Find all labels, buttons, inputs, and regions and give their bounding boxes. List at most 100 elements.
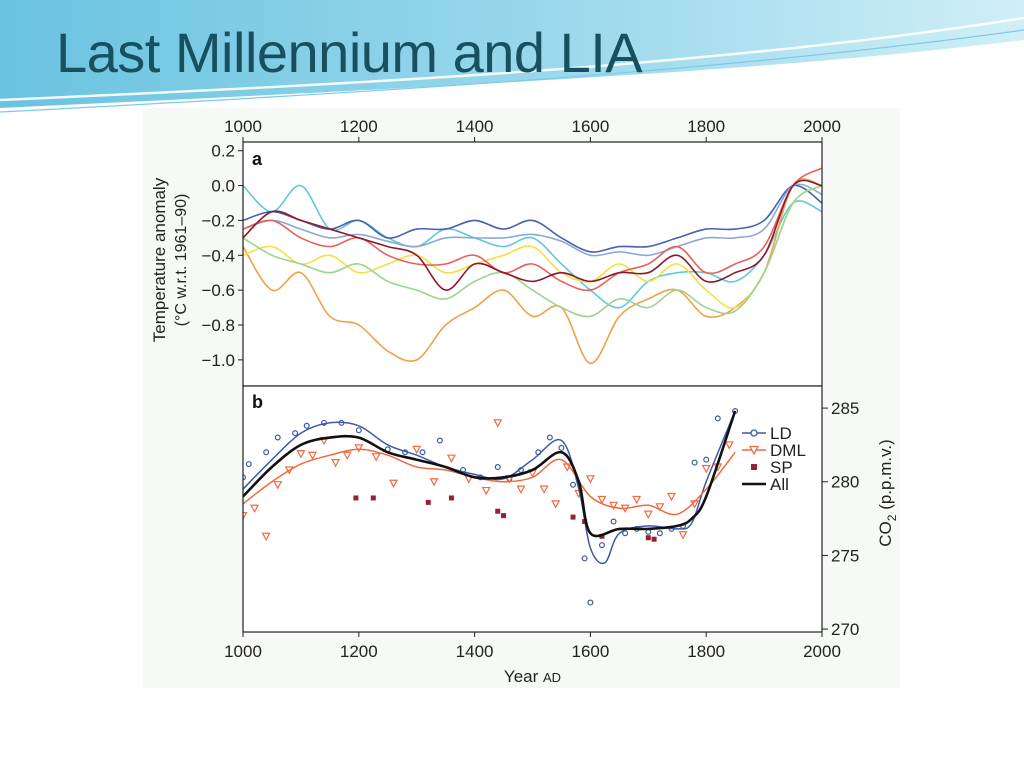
ld-data-point <box>656 530 663 537</box>
ld-data-point <box>292 430 299 437</box>
sp-data-point <box>651 536 657 542</box>
legend-sp-swatch <box>751 464 757 470</box>
panel-b-plot-area <box>243 386 822 632</box>
ld-data-point <box>581 555 588 562</box>
dml-data-point <box>597 495 607 505</box>
panel-a: 1000 1200 1400 1600 1800 2000 0.2 0.0 −0.2 −0.4 −0… <box>150 117 841 387</box>
panel-a-x-tick-label: 1400 <box>456 117 494 136</box>
panel-b-y-axis-title: CO2 (p.p.m.v.) <box>876 439 899 546</box>
panel-a-y-tick-label: −0.6 <box>201 281 235 300</box>
sp-data-point <box>448 495 454 501</box>
ld-data-point <box>355 427 362 434</box>
dml-data-point <box>655 503 665 512</box>
legend-ld-swatch <box>750 429 758 437</box>
dml-data-point <box>701 464 711 474</box>
temperature-series-2-line <box>243 184 822 253</box>
panel-b-x-tick-label: 1200 <box>340 642 378 661</box>
panel-a-y-tick-label: −0.8 <box>201 316 235 335</box>
ld-data-point <box>570 481 577 488</box>
panel-b-label: b <box>252 392 263 412</box>
dml-data-point <box>273 481 283 490</box>
dml-data-point <box>609 501 619 511</box>
ld-data-point <box>494 464 501 471</box>
panel-b-y-tick-label: 275 <box>831 546 859 565</box>
dml-data-point <box>678 531 688 540</box>
panel-a-y-tick-label: 0.0 <box>211 177 235 196</box>
dml-data-point <box>296 450 306 459</box>
panel-a-y-axis-subtitle: (°C w.r.t. 1961–90) <box>173 194 190 327</box>
sp-data-point <box>425 499 431 505</box>
y-axis-title-subscript: 2 <box>885 514 899 521</box>
ld-data-point <box>303 422 310 429</box>
panel-a-series <box>243 167 822 365</box>
ld-smooth-line <box>243 410 736 565</box>
all-smooth-line <box>243 410 737 538</box>
ld-data-point <box>245 461 252 468</box>
panel-a-x-tick-label: 1200 <box>340 117 378 136</box>
ld-data-point <box>610 518 617 525</box>
ld-data-point <box>598 542 605 549</box>
temperature-series-4-line <box>243 178 822 365</box>
dml-data-point <box>243 512 248 521</box>
dml-data-point <box>342 451 352 460</box>
temperature-series-6-line <box>243 184 822 318</box>
legend-sp-label: SP <box>770 458 793 477</box>
temperature-series-7-line <box>243 167 822 292</box>
temperature-series-5-line <box>243 184 822 309</box>
panel-a-y-tick-label: 0.2 <box>211 142 235 161</box>
ld-data-point <box>691 459 698 466</box>
dml-data-point <box>493 419 503 428</box>
x-axis-title-main: Year <box>504 667 543 686</box>
panel-b-x-tick-label: 1600 <box>571 642 609 661</box>
dml-data-point <box>354 444 364 453</box>
panel-b: 1000 1200 1400 1600 1800 2000 270 275 280 285 b Yea… <box>224 385 899 686</box>
ld-data-point <box>714 415 721 422</box>
ld-data-point <box>622 530 629 537</box>
dml-data-point <box>585 475 595 484</box>
dml-data-point <box>250 504 260 514</box>
panel-b-y-tick-label: 270 <box>831 620 859 639</box>
dml-data-point <box>632 495 642 505</box>
ld-data-point <box>587 599 594 606</box>
panel-a-x-tick-label: 2000 <box>803 117 841 136</box>
panel-a-x-tick-label: 1600 <box>571 117 609 136</box>
panel-b-y-tick-label: 285 <box>831 399 859 418</box>
header-swoosh-highlight <box>0 16 1024 102</box>
dml-data-point <box>331 458 341 468</box>
ld-data-point <box>263 449 270 456</box>
dml-data-point <box>412 445 422 455</box>
legend-dml-swatch <box>748 445 760 456</box>
slide-title: Last Millennium and LIA <box>56 21 643 84</box>
panel-a-x-tick-label: 1800 <box>687 117 725 136</box>
panel-a-y-axis-title: Temperature anomaly <box>150 177 169 342</box>
panel-a-y-tick-label: −0.4 <box>201 246 235 265</box>
ld-data-point <box>703 456 710 463</box>
dml-data-point <box>539 485 549 494</box>
dml-data-point <box>371 453 381 462</box>
ld-data-point <box>419 449 426 456</box>
sp-data-point <box>370 495 376 501</box>
ld-data-point <box>558 444 565 451</box>
panel-b-marks <box>243 408 739 606</box>
sp-data-point <box>353 495 359 501</box>
dml-data-point <box>446 454 456 463</box>
dml-data-point <box>261 532 271 542</box>
sp-data-point <box>645 535 651 541</box>
y-axis-title-co: CO <box>876 521 895 547</box>
panel-a-y-tick-label: −0.2 <box>201 211 235 230</box>
panel-b-x-tick-label: 1800 <box>687 642 725 661</box>
dml-data-point <box>551 500 561 509</box>
panel-a-label: a <box>252 149 263 169</box>
y-axis-title-unit: (p.p.m.v.) <box>876 439 895 514</box>
header-swoosh <box>0 0 1024 108</box>
ld-data-point <box>274 434 281 441</box>
temperature-series-1-line <box>243 184 822 309</box>
dml-data-point <box>307 451 317 460</box>
panel-b-x-tick-label: 1400 <box>456 642 494 661</box>
panel-a-y-tick-label: −1.0 <box>201 351 235 370</box>
sp-data-point <box>501 513 507 519</box>
dml-data-point <box>429 478 439 487</box>
panel-a-x-tick-label: 1000 <box>224 117 262 136</box>
